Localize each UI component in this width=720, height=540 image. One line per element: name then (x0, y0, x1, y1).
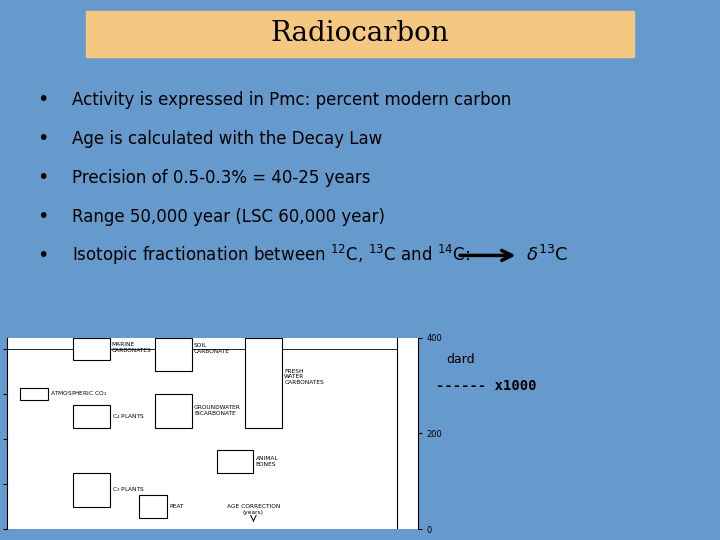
Text: Activity is expressed in Pmc: percent modern carbon: Activity is expressed in Pmc: percent mo… (72, 91, 511, 109)
Bar (19, 388, 48, 400)
Bar (73, 405, 109, 428)
Text: ANIMAL
BONES: ANIMAL BONES (256, 456, 278, 467)
Text: •: • (37, 168, 49, 187)
Text: ATMOSPHERIC CO$_2$: ATMOSPHERIC CO$_2$ (50, 389, 108, 399)
Bar (73, 473, 109, 507)
Bar (138, 495, 167, 518)
Text: •: • (37, 207, 49, 226)
Text: Range 50,000 year (LSC 60,000 year): Range 50,000 year (LSC 60,000 year) (72, 207, 385, 226)
Bar (246, 338, 282, 428)
Text: •: • (37, 90, 49, 110)
Text: $\delta^{13}$C: $\delta^{13}$C (526, 245, 568, 266)
Bar (217, 450, 253, 473)
Text: C$_4$ PLANTS: C$_4$ PLANTS (112, 412, 145, 421)
Text: •: • (37, 129, 49, 149)
Bar (86, 11, 634, 57)
Text: ------ x1000: ------ x1000 (436, 379, 536, 393)
Text: FRESH
WATER
CARBONATES: FRESH WATER CARBONATES (284, 369, 324, 385)
Text: Isotopic fractionation between $^{12}$C, $^{13}$C and $^{14}$C:: Isotopic fractionation between $^{12}$C,… (72, 244, 470, 267)
Bar (73, 338, 109, 360)
Text: dard: dard (446, 353, 475, 366)
Bar (155, 338, 192, 372)
Text: GROUNDWATER
BICARBONATE: GROUNDWATER BICARBONATE (194, 406, 240, 416)
Text: AGE CORRECTION
(years): AGE CORRECTION (years) (227, 504, 280, 515)
Text: PEAT: PEAT (169, 504, 184, 509)
Bar (155, 394, 192, 428)
Text: •: • (37, 246, 49, 265)
Text: C$_3$ PLANTS: C$_3$ PLANTS (112, 485, 145, 494)
Text: Age is calculated with the Decay Law: Age is calculated with the Decay Law (72, 130, 382, 148)
Text: Precision of 0.5-0.3% = 40-25 years: Precision of 0.5-0.3% = 40-25 years (72, 168, 371, 187)
Text: MARINE
CARBONATES: MARINE CARBONATES (112, 342, 152, 353)
Text: Radiocarbon: Radiocarbon (271, 20, 449, 47)
Text: SOIL
CARBONATE: SOIL CARBONATE (194, 343, 230, 354)
